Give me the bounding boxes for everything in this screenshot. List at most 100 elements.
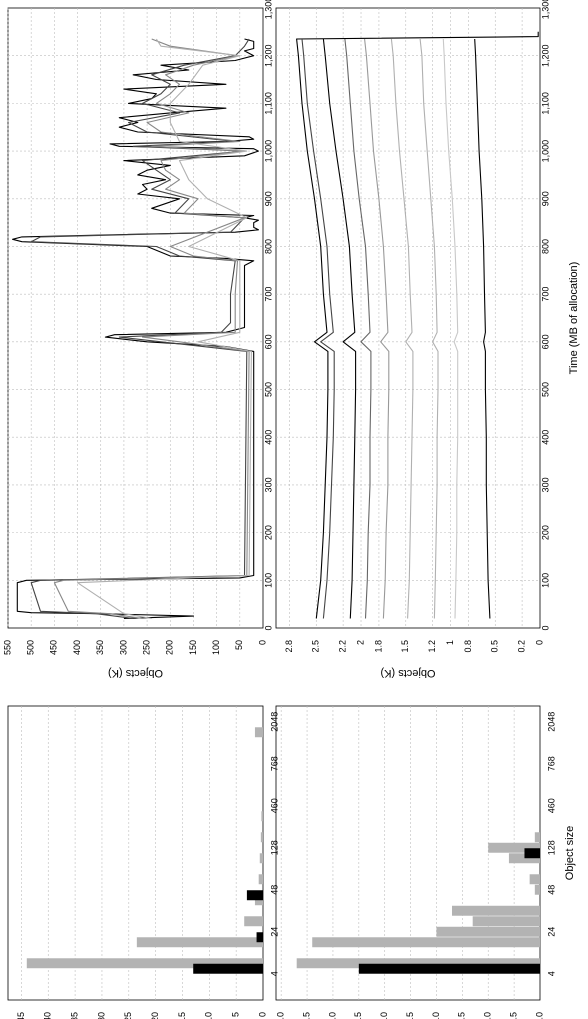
x-tick-label: 2048 bbox=[546, 712, 556, 732]
x-tick-label: 1,200 bbox=[540, 44, 550, 67]
y-tick-label: 1.2 bbox=[427, 640, 437, 653]
y-tick-label: 1.5 bbox=[400, 640, 410, 653]
x-tick-label: 48 bbox=[546, 885, 556, 895]
bar bbox=[436, 926, 540, 937]
x-axis-label: Time (MB of allocation) bbox=[568, 262, 580, 375]
x-tick-label: 900 bbox=[540, 191, 550, 206]
bar bbox=[259, 853, 263, 864]
y-tick-label: 100 bbox=[211, 640, 221, 655]
y-axis-label: Objects (K) bbox=[108, 667, 163, 679]
plot-frame bbox=[7, 7, 264, 629]
y-tick-label: 2.2 bbox=[337, 640, 347, 653]
y-tick-label: 2.5 bbox=[508, 1012, 518, 1019]
x-tick-label: 1,300 bbox=[263, 0, 273, 19]
y-axis-label: Objects (K) bbox=[380, 667, 435, 679]
x-tick-label: 768 bbox=[546, 756, 556, 771]
x-tick-label: 460 bbox=[269, 798, 279, 813]
bar bbox=[296, 958, 540, 969]
bar bbox=[193, 963, 263, 974]
y-tick-label: 20 bbox=[150, 1012, 160, 1019]
y-tick-label: 30 bbox=[96, 1012, 106, 1019]
y-tick-label: 550 bbox=[2, 640, 12, 655]
y-tick-label: 1.8 bbox=[373, 640, 383, 653]
x-tick-label: 400 bbox=[540, 430, 550, 445]
x-tick-label: 500 bbox=[263, 382, 273, 397]
bar bbox=[524, 848, 540, 859]
x-tick-label: 1,100 bbox=[263, 92, 273, 115]
y-tick-label: 250 bbox=[141, 640, 151, 655]
series-line bbox=[322, 38, 357, 619]
bar bbox=[261, 811, 263, 822]
bar bbox=[452, 905, 540, 916]
bar bbox=[488, 842, 540, 853]
x-tick-label: 400 bbox=[263, 430, 273, 445]
y-tick-label: 500 bbox=[26, 640, 36, 655]
y-tick-label: 20.0 bbox=[327, 1012, 337, 1019]
series-line bbox=[53, 38, 250, 620]
x-tick-label: 500 bbox=[540, 382, 550, 397]
series-line bbox=[30, 38, 250, 620]
bar bbox=[312, 937, 540, 948]
bar bbox=[534, 832, 540, 843]
x-tick-label: 1,100 bbox=[540, 92, 550, 115]
bar bbox=[256, 932, 263, 943]
y-tick-label: 25 bbox=[123, 1012, 133, 1019]
x-tick-label: 4 bbox=[269, 971, 279, 976]
y-tick-label: 12.5 bbox=[405, 1012, 415, 1019]
y-tick-label: 2.5 bbox=[311, 640, 321, 653]
bar bbox=[26, 958, 263, 969]
x-tick-label: 1,300 bbox=[540, 0, 550, 19]
y-tick-label: 10 bbox=[204, 1012, 214, 1019]
live-hist-chart: 0.0 2.5 5.0 7.5 10.0 12.5 15.0 17.5 20.0 22.5 25.0… bbox=[276, 705, 576, 1019]
x-tick-label: 0 bbox=[263, 625, 273, 630]
x-tick-label: 24 bbox=[269, 927, 279, 937]
x-tick-label: 24 bbox=[546, 927, 556, 937]
series-line bbox=[12, 38, 259, 620]
y-tick-label: 0 bbox=[257, 640, 267, 645]
x-tick-label: 128 bbox=[546, 840, 556, 855]
x-tick-label: 1,000 bbox=[540, 140, 550, 163]
y-tick-label: 10.0 bbox=[431, 1012, 441, 1019]
y-tick-label: 35 bbox=[69, 1012, 79, 1019]
x-tick-label: 100 bbox=[540, 573, 550, 588]
series-line bbox=[419, 38, 439, 619]
y-tick-label: 45 bbox=[16, 1012, 26, 1019]
y-tick-label: 15 bbox=[177, 1012, 187, 1019]
y-tick-label: 5.0 bbox=[483, 1012, 493, 1019]
y-tick-label: 2.8 bbox=[284, 640, 294, 653]
x-tick-label: 460 bbox=[546, 798, 556, 813]
x-tick-label: 4 bbox=[546, 971, 556, 976]
y-tick-label: 0 bbox=[257, 1012, 267, 1017]
bar bbox=[246, 890, 263, 901]
alloc-timeline-chart: 0 50 100 150 200 250 300 350 400 450 500 550 Objects… bbox=[2, 0, 273, 679]
series-line bbox=[76, 38, 252, 620]
y-tick-label: 40 bbox=[43, 1012, 53, 1019]
bar bbox=[358, 963, 540, 974]
series-line bbox=[344, 38, 372, 619]
bar bbox=[534, 884, 540, 895]
x-tick-label: 1,000 bbox=[263, 140, 273, 163]
y-tick-label: 7.5 bbox=[457, 1012, 467, 1019]
y-tick-label: 22.5 bbox=[301, 1012, 311, 1019]
y-tick-label: 1 bbox=[445, 640, 455, 645]
series-line bbox=[364, 38, 390, 619]
x-tick-label: 600 bbox=[263, 334, 273, 349]
y-tick-label: 200 bbox=[165, 640, 175, 655]
y-tick-label: 0.5 bbox=[490, 640, 500, 653]
y-tick-label: 17.5 bbox=[353, 1012, 363, 1019]
y-tick-label: 5 bbox=[231, 1012, 241, 1017]
x-tick-label: 300 bbox=[540, 477, 550, 492]
x-tick-label: 128 bbox=[269, 840, 279, 855]
y-tick-label: 2 bbox=[355, 640, 365, 645]
y-tick-label: 450 bbox=[49, 640, 59, 655]
series-line bbox=[442, 38, 459, 619]
live-timeline-chart: 0 0.2 0.5 0.8 1 1.2 1.5 1.8 2 2.2 2.5 2.8 Objects (K… bbox=[275, 0, 580, 679]
series-line bbox=[390, 38, 414, 619]
y-tick-label: 0.2 bbox=[516, 640, 526, 653]
x-tick-label: 800 bbox=[540, 239, 550, 254]
series-line bbox=[296, 31, 539, 619]
x-axis-label: Object size bbox=[564, 826, 576, 880]
x-tick-label: 200 bbox=[540, 525, 550, 540]
x-tick-label: 800 bbox=[263, 239, 273, 254]
